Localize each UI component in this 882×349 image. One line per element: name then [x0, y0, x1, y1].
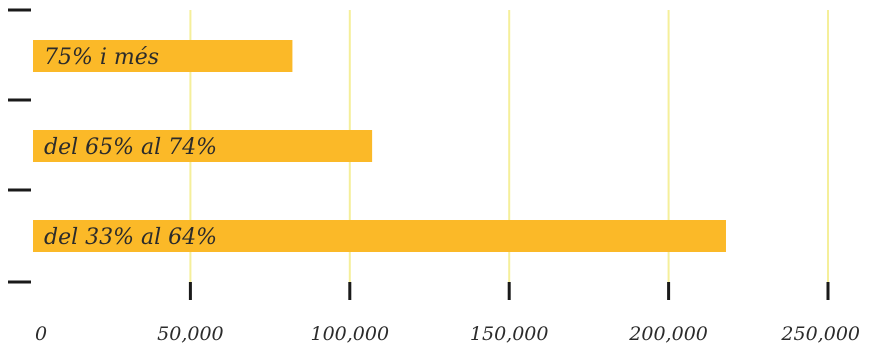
x-tick-label-3: 150,000 — [470, 323, 549, 345]
category-label-2: del 33% al 64% — [44, 225, 217, 250]
category-label-0: 75% i més — [44, 45, 159, 70]
x-tick-label-0: 0 — [35, 323, 47, 345]
category-label-1: del 65% al 74% — [44, 135, 217, 160]
x-tick-label-4: 200,000 — [628, 323, 708, 345]
x-tick-label-2: 100,000 — [311, 323, 390, 345]
bar-2 — [33, 220, 726, 252]
axis-ticks — [8, 8, 830, 300]
labels: 75% i més del 65% al 74% del 33% al 64% 0 50… — [35, 45, 860, 345]
bar-0 — [33, 40, 293, 72]
x-tick-label-1: 50,000 — [157, 323, 223, 345]
x-tick-label-5: 250,000 — [780, 323, 860, 345]
bar-1 — [33, 130, 373, 162]
bars — [33, 40, 726, 252]
